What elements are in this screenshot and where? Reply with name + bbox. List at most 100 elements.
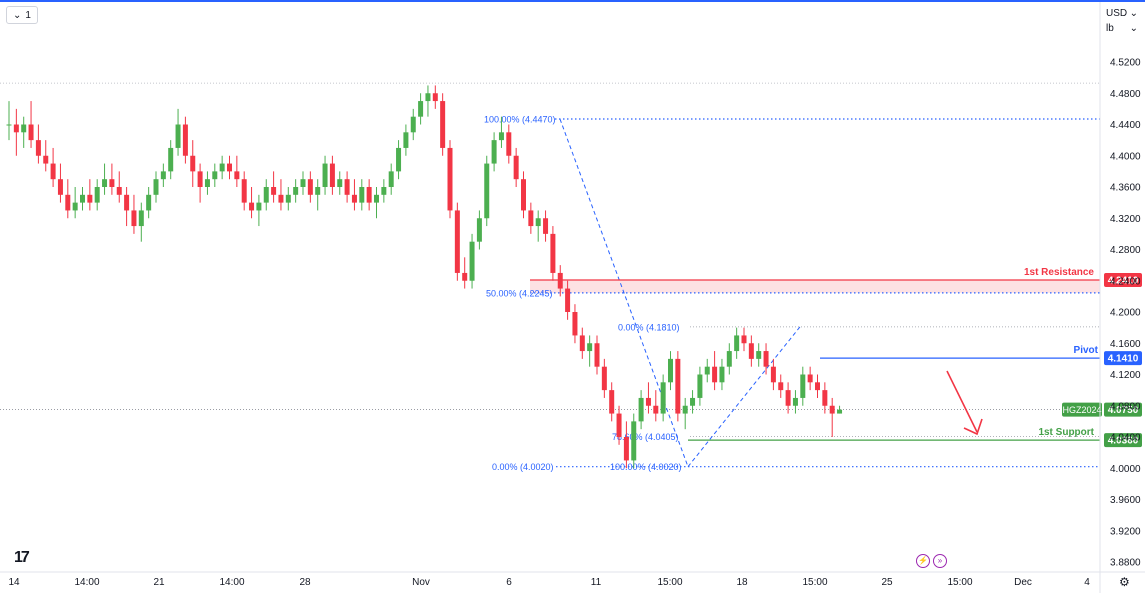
x-tick-label: Nov — [412, 577, 430, 588]
bottom-controls: ⚡ » — [916, 554, 947, 568]
interval-label: 1 — [25, 9, 31, 21]
candle-body — [204, 179, 210, 187]
chevron-down-icon: ⌄ — [13, 9, 22, 21]
candle-body — [498, 132, 504, 141]
candle-body — [374, 194, 379, 203]
candle-body — [763, 351, 769, 367]
arrow-head — [963, 418, 983, 436]
candle-body — [447, 147, 453, 211]
candle-body — [719, 366, 725, 383]
candle-body — [440, 101, 446, 148]
candles — [6, 85, 843, 469]
currency-unit-selector[interactable]: USD ⌄ lb ⌄ — [1106, 6, 1138, 36]
tradingview-logo[interactable]: 17 — [14, 549, 30, 566]
time-axis[interactable]: 14 14:00 21 14:00 28 Nov 6 11 15:00 18 15:00 25 15:0… — [0, 571, 1145, 588]
y-tick-label: 4.0400 — [1110, 433, 1141, 444]
candle-body — [43, 155, 49, 164]
candle-body — [329, 163, 335, 187]
candle-body — [28, 124, 34, 141]
candle-body — [682, 405, 688, 414]
candle-body — [697, 374, 703, 398]
level-price-text: 4.2410 — [1108, 275, 1139, 286]
candle-body — [175, 124, 181, 148]
level-name: Pivot — [1074, 345, 1099, 356]
candle-body — [572, 312, 578, 336]
y-tick-label: 4.1600 — [1110, 339, 1141, 350]
candle-body — [476, 218, 482, 242]
candle-body — [359, 187, 365, 203]
candle-body — [748, 343, 754, 359]
y-tick-label: 4.0000 — [1110, 464, 1141, 475]
level-price-tag — [1104, 351, 1142, 366]
candle-body — [337, 179, 343, 187]
x-tick-label: 15:00 — [947, 577, 972, 588]
candle-body — [418, 101, 424, 117]
forecast-arrow — [946, 370, 983, 436]
candle-body — [102, 179, 108, 187]
candle-body — [675, 358, 681, 414]
x-tick-label: 14 — [8, 577, 20, 588]
price-axis[interactable]: 4.5200 4.4800 4.4400 4.4000 4.3600 4.3200 4.28… — [1099, 2, 1141, 593]
candle-body — [631, 421, 637, 461]
y-tick-label: 4.0800 — [1110, 401, 1141, 412]
candle-body — [704, 366, 710, 375]
candle-body — [35, 140, 41, 156]
candle-body — [293, 187, 299, 195]
candle-body — [792, 397, 798, 406]
candle-body — [837, 409, 843, 414]
level-name: 1st Support — [1038, 427, 1094, 438]
candle-body — [741, 335, 747, 344]
candle-body — [829, 405, 835, 414]
candle-body — [65, 194, 71, 211]
fast-forward-icon[interactable]: » — [933, 554, 947, 568]
candle-body — [190, 155, 196, 172]
interval-button[interactable]: ⌄ 1 — [6, 6, 38, 24]
y-tick-label: 4.2400 — [1110, 276, 1141, 287]
candle-body — [219, 163, 225, 172]
candle-body — [623, 437, 629, 461]
level-name: 1st Resistance — [1024, 267, 1094, 278]
gear-icon[interactable]: ⚙ — [1119, 575, 1130, 589]
candle-body — [410, 116, 416, 133]
candle-body — [668, 358, 673, 383]
last-price-text: 4.0750 — [1108, 405, 1139, 416]
fib-level-label: 0.00% (4.1810) — [618, 322, 680, 332]
candle-body — [72, 202, 78, 211]
candle-body — [432, 93, 438, 102]
candle-body — [506, 132, 512, 156]
x-tick-label: 6 — [506, 577, 512, 588]
candle-body — [469, 241, 475, 281]
level-price-text: 4.1410 — [1108, 354, 1139, 365]
candle-body — [197, 171, 203, 187]
candle-body — [609, 390, 615, 414]
candle-body — [807, 374, 813, 383]
candle-body — [212, 171, 218, 180]
candle-body — [285, 194, 291, 203]
y-tick-label: 3.9600 — [1110, 495, 1141, 506]
candle-body — [182, 124, 188, 156]
candle-body — [800, 374, 806, 398]
candle-body — [249, 202, 255, 211]
candle-body — [366, 187, 372, 203]
candle-body — [528, 210, 534, 227]
y-tick-label: 4.3600 — [1110, 183, 1141, 194]
candle-body — [153, 179, 159, 195]
chevron-down-icon: ⌄ — [1129, 23, 1138, 34]
candle-body — [80, 194, 85, 203]
x-tick-label: 14:00 — [219, 577, 244, 588]
candle-body — [594, 343, 600, 367]
candle-body — [734, 335, 740, 352]
candle-body — [396, 147, 402, 172]
candle-body — [256, 202, 262, 211]
candle-body — [535, 218, 541, 227]
fib-trendline — [687, 326, 801, 468]
candle-body — [726, 351, 732, 367]
candle-body — [278, 194, 284, 203]
level-price-tag — [1104, 433, 1142, 448]
candle-body — [543, 218, 549, 234]
candle-body — [513, 155, 519, 180]
candle-body — [271, 187, 277, 195]
last-price-tag — [1104, 402, 1142, 417]
lightning-icon[interactable]: ⚡ — [916, 554, 930, 568]
